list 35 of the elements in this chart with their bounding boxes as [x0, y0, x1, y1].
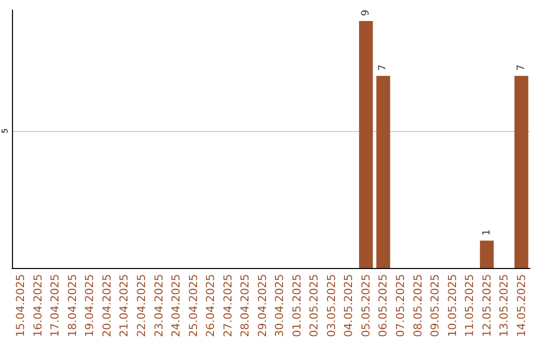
- data-label: 1: [481, 229, 492, 236]
- x-tick-label: 30.04.2025: [273, 274, 286, 338]
- x-tick-label: 18.04.2025: [66, 274, 79, 338]
- x-tick-label: 20.04.2025: [100, 274, 114, 338]
- x-tick-label: 02.05.2025: [308, 274, 321, 338]
- data-label: 9: [360, 10, 372, 16]
- x-tick-label: 12.05.2025: [480, 274, 494, 338]
- x-tick-label: 29.04.2025: [256, 274, 269, 338]
- x-tick-label: 01.05.2025: [290, 274, 304, 338]
- x-tick-label: 15.04.2025: [14, 274, 28, 338]
- x-tick-label: 07.05.2025: [394, 274, 407, 338]
- x-tick-label: 17.04.2025: [48, 274, 62, 338]
- x-tick-label: 05.05.2025: [359, 274, 372, 338]
- x-tick-label: 23.04.2025: [152, 274, 166, 338]
- x-tick-label: 26.04.2025: [204, 274, 218, 338]
- x-tick-label: 16.04.2025: [31, 274, 44, 338]
- x-tick-label: 09.05.2025: [428, 274, 442, 338]
- x-tick-label: 28.04.2025: [238, 274, 252, 338]
- x-tick-label: 19.04.2025: [83, 274, 96, 338]
- x-tick-label: 10.05.2025: [446, 274, 459, 338]
- data-label: 7: [378, 64, 389, 71]
- x-tick-label: 14.05.2025: [514, 274, 528, 338]
- y-tick-label: 5: [0, 128, 10, 134]
- x-tick-label: 24.04.2025: [170, 274, 183, 338]
- x-tick-label: 04.05.2025: [342, 274, 356, 338]
- x-tick-label: 27.04.2025: [221, 274, 234, 338]
- data-label: 7: [516, 64, 527, 71]
- x-tick-label: 03.05.2025: [324, 274, 338, 338]
- x-tick-label: 08.05.2025: [411, 274, 424, 338]
- x-tick-label: 25.04.2025: [186, 274, 200, 338]
- x-tick-label: 11.05.2025: [463, 274, 476, 338]
- x-tick-label: 22.04.2025: [135, 274, 148, 338]
- x-tick-label: 06.05.2025: [376, 274, 390, 338]
- x-tick-label: 21.04.2025: [118, 274, 131, 338]
- x-tick-label: 13.05.2025: [498, 274, 511, 338]
